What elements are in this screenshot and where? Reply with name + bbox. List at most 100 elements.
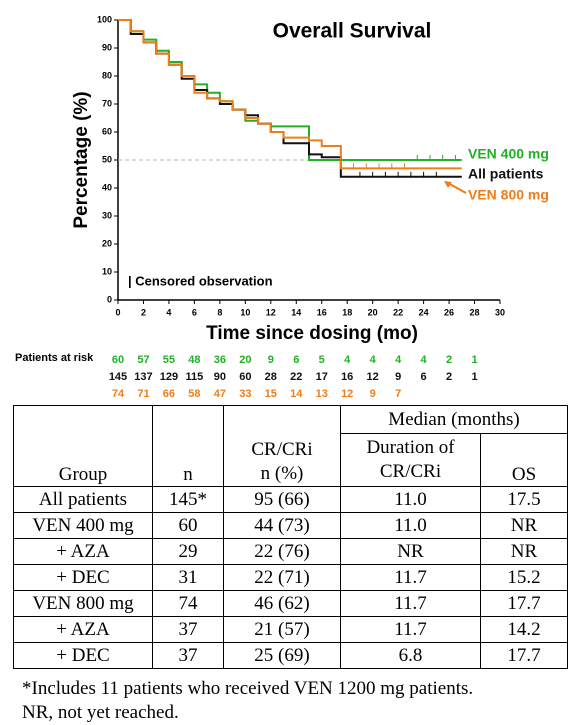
table-cell: 145* <box>152 486 224 513</box>
table-cell: 11.7 <box>340 564 481 591</box>
table-cell: 6.8 <box>340 642 481 669</box>
table-cell: 60 <box>152 512 224 539</box>
at-risk-count: 1 <box>471 371 477 383</box>
header-cell: Median (months) <box>340 405 568 434</box>
table-cell: 25 (69) <box>223 642 341 669</box>
table-cell: 46 (62) <box>223 590 341 617</box>
at-risk-count: 60 <box>112 354 124 366</box>
at-risk-count: 6 <box>293 354 299 366</box>
x-tick-label: 6 <box>192 307 197 317</box>
at-risk-count: 60 <box>239 371 251 383</box>
y-tick-label: 80 <box>102 70 112 80</box>
header-text: CR/CRi <box>251 439 313 460</box>
legend-entry: All patients <box>468 166 544 182</box>
x-tick-label: 26 <box>444 307 454 317</box>
at-risk-count: 5 <box>319 354 325 366</box>
at-risk-count: 90 <box>214 371 226 383</box>
at-risk-count: 2 <box>446 354 452 366</box>
at-risk-count: 33 <box>239 388 251 400</box>
at-risk-count: 7 <box>395 388 401 400</box>
x-tick-label: 28 <box>470 307 480 317</box>
table-cell: 21 (57) <box>223 616 341 643</box>
y-axis-label: Percentage (%) <box>71 91 92 228</box>
x-tick-label: 4 <box>166 307 171 317</box>
x-tick-label: 2 <box>141 307 146 317</box>
at-risk-count: 55 <box>163 354 175 366</box>
annotation-arrowhead <box>444 181 452 188</box>
at-risk-count: 57 <box>137 354 149 366</box>
table-row: All patients 145* 95 (66) 11.0 17.5 <box>13 486 568 513</box>
table-cell: NR <box>340 538 481 565</box>
x-tick-label: 8 <box>217 307 222 317</box>
at-risk-label: Patients at risk <box>15 352 94 364</box>
x-tick-label: 14 <box>291 307 301 317</box>
table-cell: + AZA <box>13 616 153 643</box>
chart-title: Overall Survival <box>273 20 432 43</box>
at-risk-count: 17 <box>316 371 328 383</box>
header-cell: Duration of CR/CRi <box>340 433 481 487</box>
at-risk-count: 115 <box>186 371 204 383</box>
x-tick-label: 10 <box>240 307 250 317</box>
at-risk-count: 9 <box>370 388 376 400</box>
at-risk-count: 129 <box>160 371 178 383</box>
y-tick-label: 40 <box>102 182 112 192</box>
at-risk-count: 47 <box>214 388 226 400</box>
at-risk-count: 14 <box>290 388 303 400</box>
table-cell: 95 (66) <box>223 486 341 513</box>
at-risk-count: 4 <box>395 354 402 366</box>
at-risk-count: 66 <box>163 388 175 400</box>
x-tick-label: 22 <box>393 307 403 317</box>
at-risk-count: 12 <box>367 371 379 383</box>
at-risk-count: 58 <box>188 388 200 400</box>
header-cell: n <box>152 405 224 487</box>
table-cell: 15.2 <box>480 564 568 591</box>
at-risk-count: 4 <box>421 354 428 366</box>
legend-entry: VEN 400 mg <box>468 146 549 162</box>
table-cell: 31 <box>152 564 224 591</box>
table-cell: 14.2 <box>480 616 568 643</box>
legend-entry: VEN 800 mg <box>468 187 549 203</box>
table-row: VEN 800 mg 74 46 (62) 11.7 17.7 <box>13 590 568 617</box>
at-risk-count: 145 <box>109 371 127 383</box>
header-cell: OS <box>480 433 568 487</box>
table-cell: 11.7 <box>340 590 481 617</box>
at-risk-count: 9 <box>395 371 401 383</box>
x-tick-label: 24 <box>419 307 429 317</box>
table-row: VEN 400 mg 60 44 (73) 11.0 NR <box>13 512 568 539</box>
survival-line <box>118 19 462 178</box>
x-tick-label: 30 <box>495 307 505 317</box>
at-risk-count: 1 <box>471 354 477 366</box>
results-table: Group n CR/CRi n (%) Median (months) Dura… <box>13 405 568 669</box>
at-risk-count: 6 <box>421 371 427 383</box>
header-text: n (%) <box>260 463 304 484</box>
at-risk-count: 22 <box>290 371 302 383</box>
table-cell: 22 (71) <box>223 564 341 591</box>
at-risk-count: 36 <box>214 354 226 366</box>
at-risk-count: 13 <box>316 388 328 400</box>
x-tick-label: 12 <box>266 307 276 317</box>
table-cell: VEN 400 mg <box>13 512 153 539</box>
at-risk-count: 15 <box>265 388 277 400</box>
footnote: NR, not yet reached. <box>22 702 179 723</box>
table-cell: All patients <box>13 486 153 513</box>
table-cell: 22 (76) <box>223 538 341 565</box>
chart: Overall Survival Percentage (%) Time sin… <box>15 14 549 400</box>
at-risk-count: 28 <box>265 371 277 383</box>
survival-line <box>118 19 462 170</box>
table-row: + AZA 37 21 (57) 11.7 14.2 <box>13 616 568 643</box>
table-cell: 29 <box>152 538 224 565</box>
y-tick-label: 50 <box>102 154 112 164</box>
y-tick-label: 90 <box>102 42 112 52</box>
x-tick-label: 18 <box>342 307 352 317</box>
x-tick-label: 20 <box>368 307 378 317</box>
at-risk-count: 4 <box>344 354 351 366</box>
table-cell: 11.0 <box>340 512 481 539</box>
table-row: + DEC 37 25 (69) 6.8 17.7 <box>13 642 568 669</box>
table-row: + DEC 31 22 (71) 11.7 15.2 <box>13 564 568 591</box>
table-cell: 37 <box>152 642 224 669</box>
table-cell: NR <box>480 512 568 539</box>
at-risk-count: 20 <box>239 354 251 366</box>
header-cell: Group <box>13 405 153 487</box>
y-tick-label: 0 <box>107 294 112 304</box>
